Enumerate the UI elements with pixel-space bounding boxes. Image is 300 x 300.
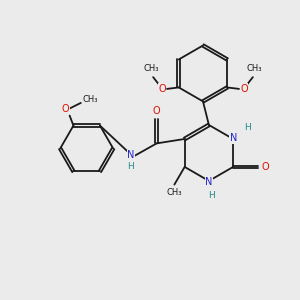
Text: O: O: [62, 104, 69, 114]
Text: O: O: [240, 84, 248, 94]
Text: N: N: [205, 176, 213, 187]
Text: H: H: [244, 123, 250, 132]
Text: O: O: [262, 162, 269, 172]
Text: CH₃: CH₃: [167, 188, 182, 197]
Text: CH₃: CH₃: [247, 64, 262, 74]
Text: CH₃: CH₃: [82, 95, 98, 104]
Text: H: H: [128, 161, 134, 170]
Text: N: N: [127, 150, 134, 160]
Text: CH₃: CH₃: [144, 64, 159, 74]
Text: N: N: [230, 134, 237, 143]
Text: H: H: [208, 191, 214, 200]
Text: O: O: [158, 84, 166, 94]
Text: O: O: [153, 106, 160, 116]
